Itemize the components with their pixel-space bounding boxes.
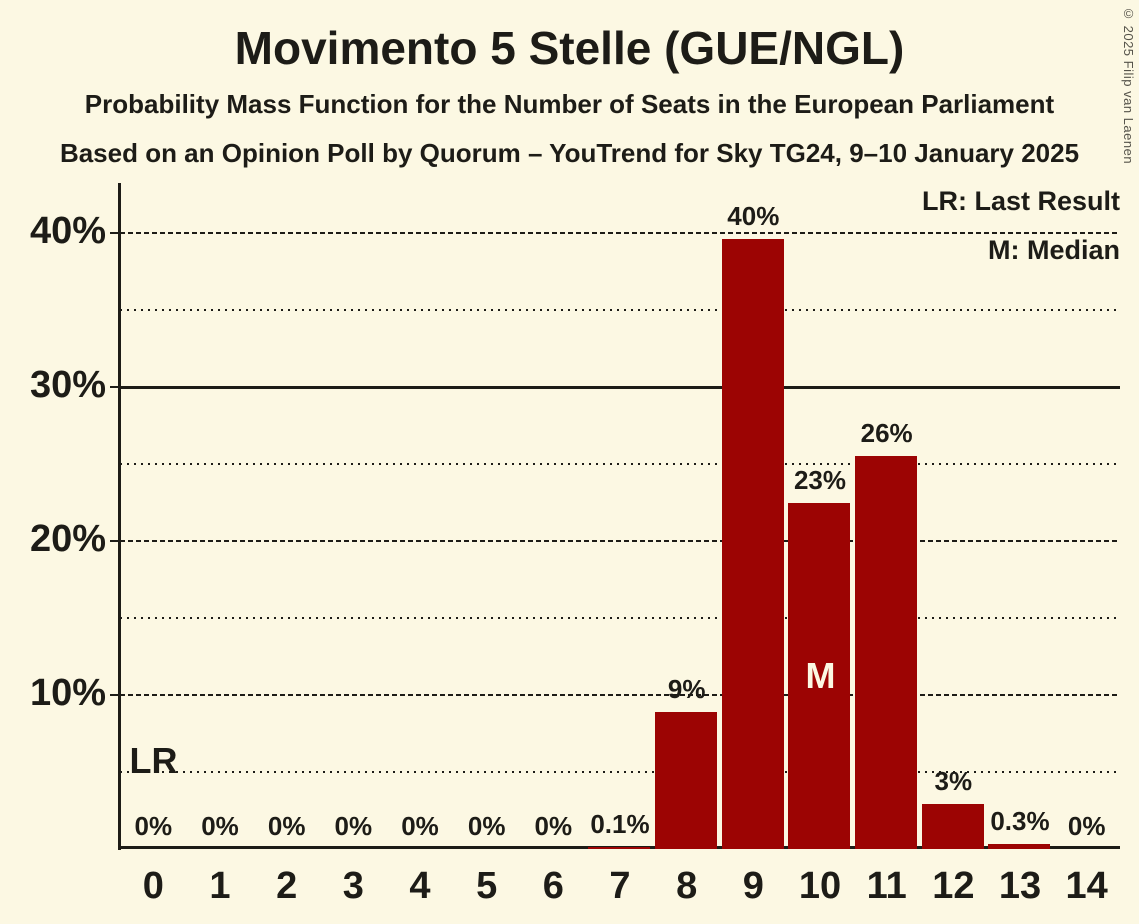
bar-value-label-8: 9% — [667, 673, 706, 704]
x-axis-label-12: 12 — [932, 865, 975, 907]
bar-seat-9 — [721, 239, 784, 849]
bar-seat-10 — [788, 502, 851, 849]
bar-value-label-12: 3% — [934, 766, 973, 797]
chart-subtitle: Probability Mass Function for the Number… — [84, 89, 1055, 119]
y-axis-tick-10pct — [110, 694, 120, 696]
bar-value-label-5: 0% — [467, 811, 506, 841]
bar-value-label-7: 0.1% — [590, 809, 650, 840]
last-result-marker: LR — [129, 740, 178, 781]
bar-value-label-14: 0% — [1067, 811, 1106, 841]
bar-value-label-2: 0% — [267, 811, 306, 841]
median-marker: M — [805, 655, 836, 696]
gridline-30pct — [120, 386, 1120, 389]
copyright-text: © 2025 Filip van Laenen — [1121, 6, 1136, 165]
x-axis-label-7: 7 — [609, 865, 631, 907]
bar-seat-11 — [854, 456, 917, 849]
bar-value-label-10: 23% — [793, 464, 846, 495]
y-axis-label-40: 40% — [29, 210, 106, 252]
x-axis-label-9: 9 — [742, 865, 764, 907]
y-axis-tick-40pct — [110, 232, 120, 234]
y-axis-label-20: 20% — [29, 518, 106, 560]
bar-value-label-1: 0% — [201, 811, 239, 841]
y-axis-tick-30pct — [110, 386, 120, 388]
chart-title: Movimento 5 Stelle (GUE/NGL) — [234, 22, 905, 74]
bar-value-label-11: 26% — [860, 418, 913, 449]
x-axis-label-10: 10 — [798, 865, 842, 907]
y-axis-label-30: 30% — [29, 364, 106, 406]
gridline-20pct — [120, 540, 1120, 542]
bar-seat-8 — [654, 711, 717, 849]
gridline-40pct — [120, 232, 1120, 234]
x-axis-label-13: 13 — [998, 865, 1042, 907]
x-axis-label-14: 14 — [1065, 865, 1108, 907]
bar-value-label-13: 0.3% — [990, 806, 1050, 837]
bar-seat-13 — [988, 844, 1051, 849]
gridline-35pct — [120, 309, 1120, 311]
x-axis-label-6: 6 — [542, 865, 564, 907]
x-axis-label-1: 1 — [209, 865, 231, 907]
bar-value-label-0: 0% — [134, 811, 173, 841]
bar-seat-12 — [921, 804, 984, 849]
x-axis-label-11: 11 — [866, 865, 907, 907]
bar-value-label-9: 40% — [727, 201, 780, 232]
x-axis-label-2: 2 — [276, 865, 298, 907]
chart-source-line: Based on an Opinion Poll by Quorum – You… — [59, 138, 1080, 168]
y-axis-label-10: 10% — [29, 672, 106, 714]
bar-seat-7 — [588, 847, 651, 849]
gridline-15pct — [120, 617, 1120, 619]
x-axis-label-5: 5 — [476, 865, 498, 907]
y-axis-tick-20pct — [110, 540, 120, 542]
legend-median: M: Median — [988, 235, 1120, 265]
x-axis-label-8: 8 — [676, 865, 698, 907]
bar-value-label-4: 0% — [401, 811, 439, 841]
y-axis-line — [118, 183, 121, 850]
x-axis-label-3: 3 — [342, 865, 364, 907]
x-axis-label-4: 4 — [409, 865, 431, 907]
bar-value-label-6: 0% — [534, 811, 573, 841]
gridline-5pct — [120, 771, 1120, 773]
bar-value-label-3: 0% — [334, 811, 373, 841]
gridline-10pct — [120, 694, 1120, 696]
legend-last-result: LR: Last Result — [921, 186, 1120, 216]
x-axis-label-0: 0 — [142, 865, 164, 907]
gridline-25pct — [120, 463, 1120, 465]
